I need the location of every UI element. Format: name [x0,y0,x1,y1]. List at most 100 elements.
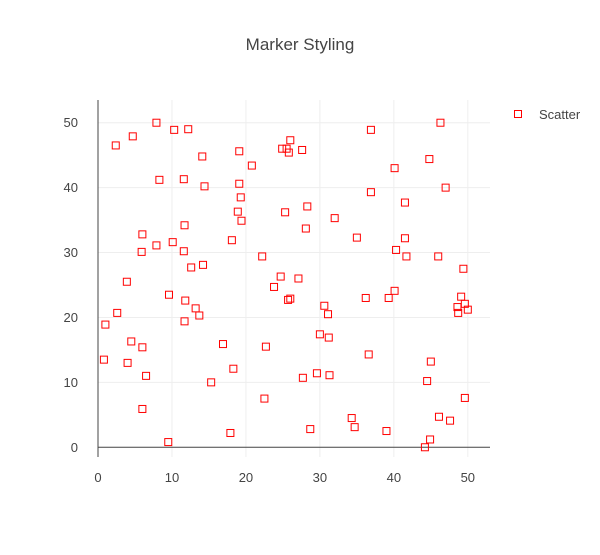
scatter-point [164,438,173,447]
scatter-point [366,188,375,197]
scatter-point [384,293,393,302]
scatter-point [229,364,238,373]
scatter-point [127,337,136,346]
scatter-point [459,264,468,273]
scatter-point [436,118,445,127]
scatter-point [352,233,361,242]
x-tick-label: 30 [313,470,327,485]
legend-label: Scatter [539,107,581,122]
y-tick-label: 0 [71,440,78,455]
scatter-point [111,141,120,150]
scatter-point [434,252,443,261]
scatter-point [142,371,151,380]
scatter-point [233,207,242,216]
x-tick-label: 10 [165,470,179,485]
scatter-point [137,247,146,256]
scatter-point [390,286,399,295]
scatter-point [180,221,189,230]
scatter-point [247,161,256,170]
scatter-point [400,234,409,243]
scatter-point [286,294,295,303]
scatter-point [434,412,443,421]
scatter-point [168,238,177,247]
scatter-point [227,236,236,245]
scatter-point [165,290,174,299]
scatter-point [284,148,293,157]
scatter-point [463,305,472,314]
scatter-point [315,330,324,339]
scatter-point [460,393,469,402]
scatter-point [270,282,279,291]
scatter-point [138,230,147,239]
scatter-point [390,164,399,173]
scatter-point [364,350,373,359]
scatter-point [330,214,339,223]
scatter-point [123,358,132,367]
legend[interactable]: Scatter [514,107,581,122]
y-tick-label: 40 [64,180,78,195]
axis-layer: 0 10 20 30 40 50 0 10 20 30 40 50 [64,100,490,485]
scatter-point [235,179,244,188]
legend-marker [514,110,522,118]
scatter-point [324,310,333,319]
y-tick-label: 50 [64,115,78,130]
scatter-point [426,435,435,444]
scatter-point [301,224,310,233]
scatter-point [347,414,356,423]
scatter-point [180,317,189,326]
scatter-point [235,147,244,156]
scatter-point [138,404,147,413]
scatter-point [420,443,429,452]
scatter-point [325,371,334,380]
scatter-point [446,416,455,425]
scatter-point [198,152,207,161]
scatter-point [312,369,321,378]
scatter-point [457,292,466,301]
scatter-point [298,373,307,382]
scatter-point [423,377,432,386]
x-tick-label: 40 [387,470,401,485]
scatter-point [113,308,122,317]
scatter-point [195,311,204,320]
points-layer [99,118,472,452]
scatter-point [207,378,216,387]
scatter-point [306,425,315,434]
scatter-point [441,183,450,192]
scatter-point [181,296,190,305]
scatter-point [453,303,462,312]
scatter-point [187,263,196,272]
x-tick-label: 50 [461,470,475,485]
scatter-point [199,260,208,269]
scatter-point [298,145,307,154]
scatter-point [454,308,463,317]
chart-title: Marker Styling [246,35,355,54]
scatter-point [128,132,137,141]
scatter-point [294,274,303,283]
scatter-point [236,193,245,202]
scatter-point [281,208,290,217]
grid-layer [98,100,490,457]
scatter-point [152,241,161,250]
y-tick-label: 20 [64,310,78,325]
scatter-point [152,118,161,127]
scatter-point [361,293,370,302]
scatter-point [382,427,391,436]
scatter-point [402,252,411,261]
scatter-point [276,272,285,281]
scatter-point [400,198,409,207]
scatter-point [200,182,209,191]
scatter-point [426,357,435,366]
scatter-point [101,320,110,329]
scatter-point [303,202,312,211]
scatter-point [191,304,200,313]
scatter-point [350,423,359,432]
scatter-point [99,355,108,364]
scatter-point [320,301,329,310]
scatter-point [226,428,235,437]
scatter-point [184,125,193,134]
scatter-point [138,343,147,352]
scatter-point [324,333,333,342]
scatter-point [278,144,287,153]
scatter-point [179,247,188,256]
